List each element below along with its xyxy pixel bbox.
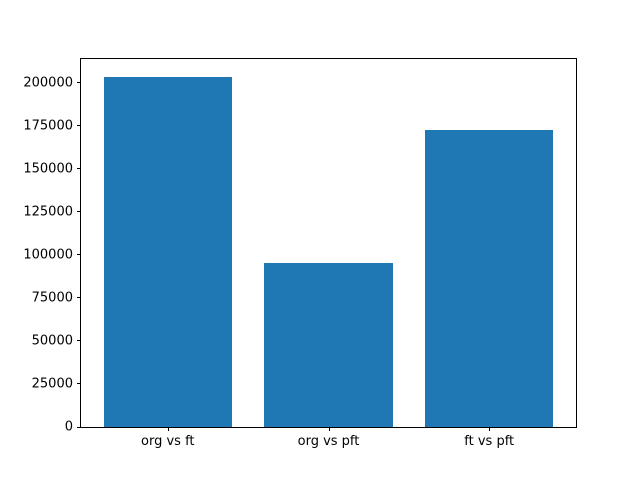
plot-area: org vs ft org vs pft ft vs pft 0 25000 50000 7… — [23, 58, 577, 448]
y-tick-label: 0 — [64, 419, 73, 435]
bar-org-vs-pft — [264, 262, 393, 427]
y-tick-mark — [77, 211, 81, 213]
x-tick-label: ft vs pft — [464, 434, 515, 449]
x-tick-label: org vs pft — [297, 434, 360, 449]
y-tick-mark — [77, 426, 81, 428]
y-tick-label: 125000 — [23, 204, 73, 220]
y-tick-mark — [77, 168, 81, 170]
y-tick-mark — [77, 82, 81, 84]
bar-ft-vs-pft — [424, 129, 554, 427]
bar-org-vs-ft — [103, 76, 233, 427]
y-tick-mark — [77, 125, 81, 127]
y-tick-label: 25000 — [31, 376, 73, 392]
x-tick-label: org vs ft — [141, 434, 195, 449]
y-tick-label: 75000 — [31, 290, 73, 306]
x-tick-mark — [489, 427, 491, 431]
x-tick-mark — [328, 427, 330, 431]
y-tick-mark — [77, 383, 81, 385]
y-tick-label: 100000 — [23, 247, 73, 263]
y-tick-label: 50000 — [31, 333, 73, 349]
y-tick-label: 200000 — [23, 75, 73, 91]
y-tick-label: 150000 — [23, 161, 73, 177]
y-tick-mark — [77, 340, 81, 342]
y-tick-mark — [77, 254, 81, 256]
y-tick-label: 175000 — [23, 118, 73, 134]
y-tick-mark — [77, 297, 81, 299]
x-tick-mark — [167, 427, 169, 431]
